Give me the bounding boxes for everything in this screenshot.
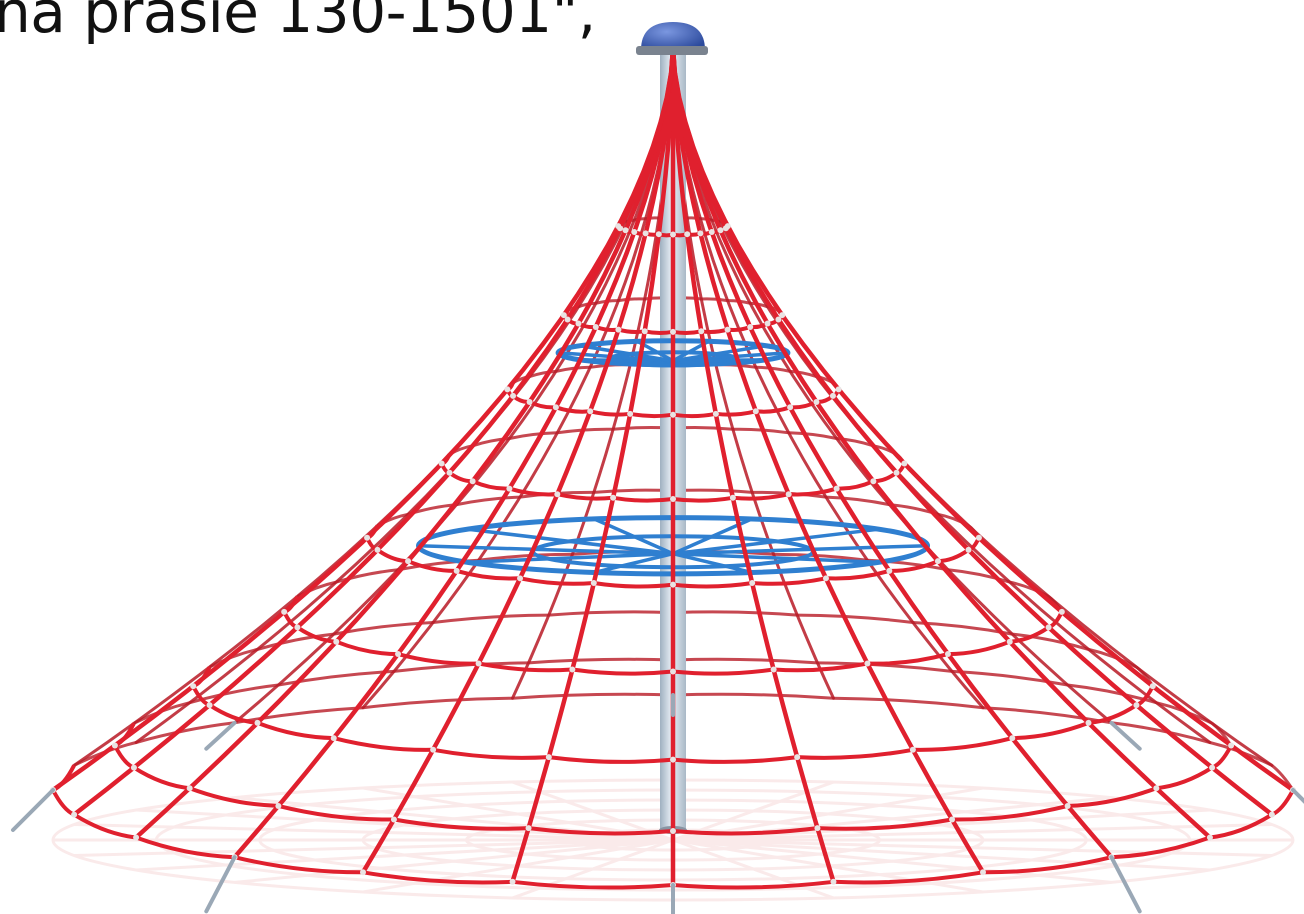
front-net bbox=[50, 45, 1296, 890]
ground-anchors bbox=[11, 693, 1304, 914]
caption-text: na prasie 130-1501", bbox=[0, 0, 596, 46]
pole-cap bbox=[636, 22, 708, 55]
